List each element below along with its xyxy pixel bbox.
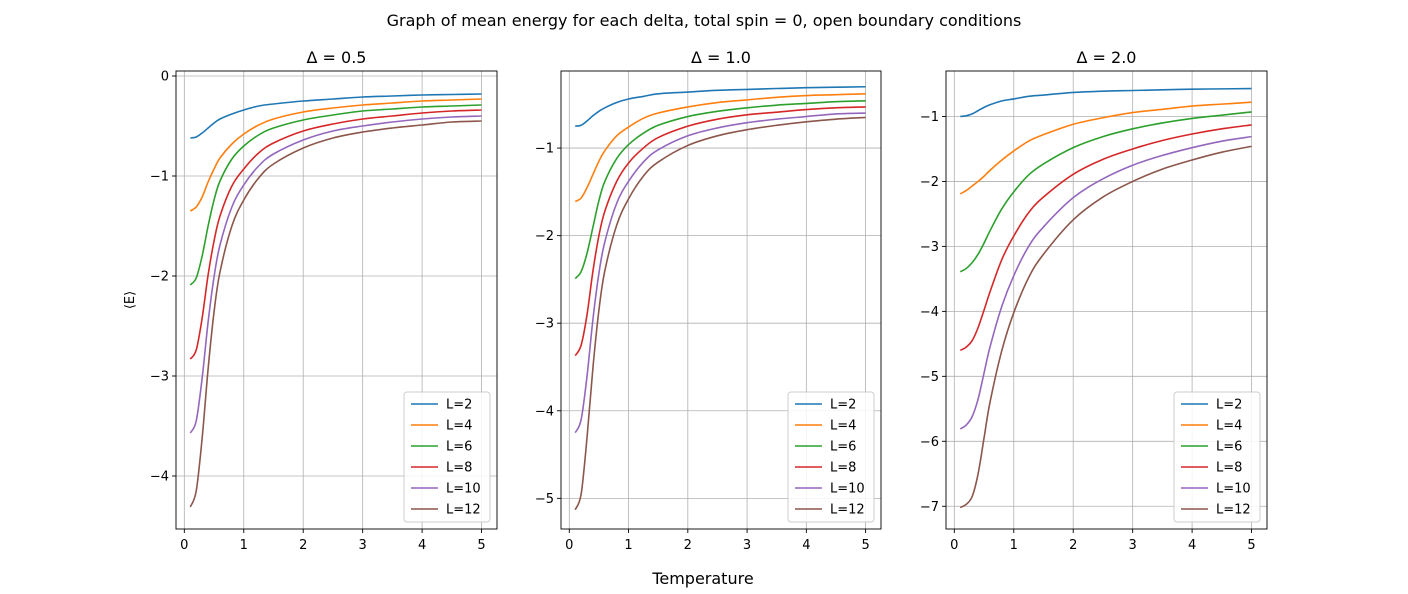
- legend-label: L=4: [830, 419, 856, 434]
- legend-label: L=8: [1216, 461, 1242, 476]
- series-line-L=4: [189, 98, 482, 212]
- legend: L=2 L=4 L=6 L=8 L=10 L=12: [787, 391, 875, 523]
- x-tick-label: 5: [1247, 538, 1255, 553]
- series-line-L=2: [190, 93, 482, 139]
- x-tick-label: 2: [1069, 538, 1077, 553]
- y-tick-label: −3: [535, 317, 554, 332]
- x-tick-label: 5: [861, 538, 869, 553]
- legend-label: L=2: [446, 398, 472, 413]
- x-tick-label: 4: [1188, 538, 1196, 553]
- subplot-title: Δ = 0.5: [307, 48, 367, 67]
- x-tick-label: 2: [684, 538, 692, 553]
- series-line-L=10: [574, 112, 866, 434]
- subplot-3: 0 1 2 3 4 5−1−2−3−4−5−6−7Δ = 2.0L=2L=4L=6L=8L…: [920, 48, 1268, 553]
- series-line-L=10: [959, 135, 1252, 430]
- y-tick-label: −6: [920, 435, 939, 450]
- y-tick-label: −1: [920, 110, 939, 125]
- y-tick-label: −2: [920, 175, 939, 190]
- y-tick-label: −3: [920, 240, 939, 255]
- legend-label: L=10: [1216, 482, 1251, 497]
- y-tick-label: 0: [161, 70, 169, 85]
- axes-frame: [175, 70, 498, 530]
- axes-frame: [945, 70, 1268, 530]
- y-tick-label: −4: [535, 404, 554, 419]
- x-tick-label: 1: [1010, 538, 1018, 553]
- series-line-L=2: [575, 85, 866, 127]
- series-line-L=6: [574, 99, 866, 280]
- x-tick-label: 4: [418, 538, 426, 553]
- x-tick-label: 3: [359, 538, 367, 553]
- legend-label: L=8: [446, 461, 472, 476]
- series-line-L=4: [959, 101, 1252, 195]
- legend-label: L=2: [1216, 398, 1242, 413]
- subplot-title: Δ = 2.0: [1077, 48, 1137, 67]
- series-line-L=12: [574, 116, 866, 511]
- x-tick-label: 3: [743, 538, 751, 553]
- x-tick-label: 0: [950, 538, 958, 553]
- legend: L=2 L=4 L=6 L=8 L=10 L=12: [403, 391, 491, 523]
- legend-label: L=6: [830, 440, 856, 455]
- y-tick-label: −1: [535, 142, 554, 157]
- y-tick-label: −2: [150, 270, 169, 285]
- legend-label: L=4: [1216, 419, 1242, 434]
- legend: L=2 L=4 L=6 L=8 L=10 L=12: [1173, 391, 1261, 523]
- x-tick-label: 0: [180, 538, 188, 553]
- legend-label: L=12: [446, 503, 481, 518]
- x-tick-label: 1: [240, 538, 248, 553]
- legend-label: L=12: [830, 503, 865, 518]
- x-tick-label: 4: [802, 538, 810, 553]
- axes-frame: [560, 70, 882, 530]
- figure-title: Graph of mean energy for each delta, tot…: [387, 11, 1022, 30]
- y-tick-label: −3: [150, 370, 169, 385]
- legend-label: L=10: [830, 482, 865, 497]
- y-tick-label: −5: [920, 370, 939, 385]
- subplot-title: Δ = 1.0: [691, 48, 751, 67]
- x-tick-label: 1: [624, 538, 632, 553]
- series-line-L=6: [189, 104, 482, 286]
- y-tick-label: −5: [535, 492, 554, 507]
- legend-label: L=8: [830, 461, 856, 476]
- legend-label: L=10: [446, 482, 481, 497]
- y-tick-label: −4: [920, 305, 939, 320]
- y-tick-label: −1: [150, 170, 169, 185]
- series-line-L=8: [574, 106, 866, 357]
- y-tick-label: −4: [150, 470, 169, 485]
- x-tick-label: 0: [565, 538, 573, 553]
- legend-label: L=2: [830, 398, 856, 413]
- legend-label: L=4: [446, 419, 472, 434]
- x-axis-label: Temperature: [651, 569, 753, 588]
- legend-label: L=6: [1216, 440, 1242, 455]
- x-tick-label: 5: [477, 538, 485, 553]
- legend-label: L=12: [1216, 503, 1251, 518]
- series-line-L=2: [960, 87, 1252, 118]
- series-line-L=8: [189, 109, 482, 360]
- y-tick-label: −2: [535, 229, 554, 244]
- series-line-L=4: [574, 92, 866, 203]
- y-axis-label: ⟨E⟩: [123, 291, 138, 309]
- subplot-2: 0 1 2 3 4 5−1−2−3−4−5Δ = 1.0L=2L=4L=6L=8L=10L…: [535, 48, 882, 553]
- x-tick-label: 2: [299, 538, 307, 553]
- series-line-L=8: [959, 124, 1252, 352]
- series-line-L=10: [189, 115, 482, 434]
- series-line-L=12: [189, 120, 482, 508]
- series-line-L=12: [959, 145, 1252, 509]
- x-tick-label: 3: [1129, 538, 1137, 553]
- subplot-1: 0 1 2 3 4 50−1−2−3−4Δ = 0.5L=2L=4L=6L=8L=10L=…: [150, 48, 498, 553]
- y-tick-label: −7: [920, 500, 939, 515]
- series-line-L=6: [959, 111, 1252, 273]
- legend-label: L=6: [446, 440, 472, 455]
